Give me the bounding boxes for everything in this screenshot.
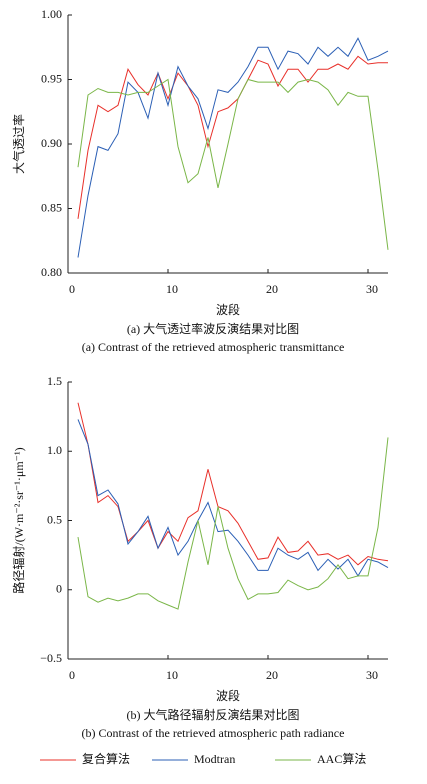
legend-label: 复合算法 [82,751,130,766]
caption: (a) Contrast of the retrieved atmospheri… [82,340,345,354]
x-axis-label: 波段 [216,688,240,703]
series-line [77,78,389,250]
y-axis-label: 大气透过率 [11,114,26,174]
series-line [77,37,389,258]
caption: (b) 大气路径辐射反演结果对比图 [127,707,300,722]
legend-label: Modtran [194,752,235,766]
x-tick-label: 0 [69,282,75,296]
series-line [77,419,389,577]
x-tick-label: 0 [69,668,75,682]
y-tick-label: 0.5 [47,512,62,526]
y-tick-label: 0.90 [41,136,62,150]
y-tick-label: 1.5 [47,374,62,388]
series-line [77,402,389,566]
x-tick-label: 30 [366,668,378,682]
x-tick-label: 10 [166,668,178,682]
x-tick-label: 30 [366,282,378,296]
y-tick-label: 0.80 [41,265,62,279]
y-tick-label: 1.00 [41,7,62,21]
y-tick-label: −0.5 [40,651,62,665]
x-axis-label: 波段 [216,302,240,317]
y-tick-label: 0.85 [41,200,62,214]
y-tick-label: 1.0 [47,443,62,457]
x-tick-label: 20 [266,668,278,682]
y-axis-label: 路径辐射/(W·m⁻²·sr⁻¹·μm⁻¹) [11,447,26,593]
x-tick-label: 20 [266,282,278,296]
x-tick-label: 10 [166,282,178,296]
y-tick-label: 0.95 [41,71,62,85]
series-line [77,55,388,219]
y-tick-label: 0 [56,582,62,596]
caption: (a) 大气透过率波反演结果对比图 [127,321,299,336]
legend-label: AAC算法 [317,751,366,766]
caption: (b) Contrast of the retrieved atmospheri… [82,726,345,740]
series-line [77,437,389,610]
